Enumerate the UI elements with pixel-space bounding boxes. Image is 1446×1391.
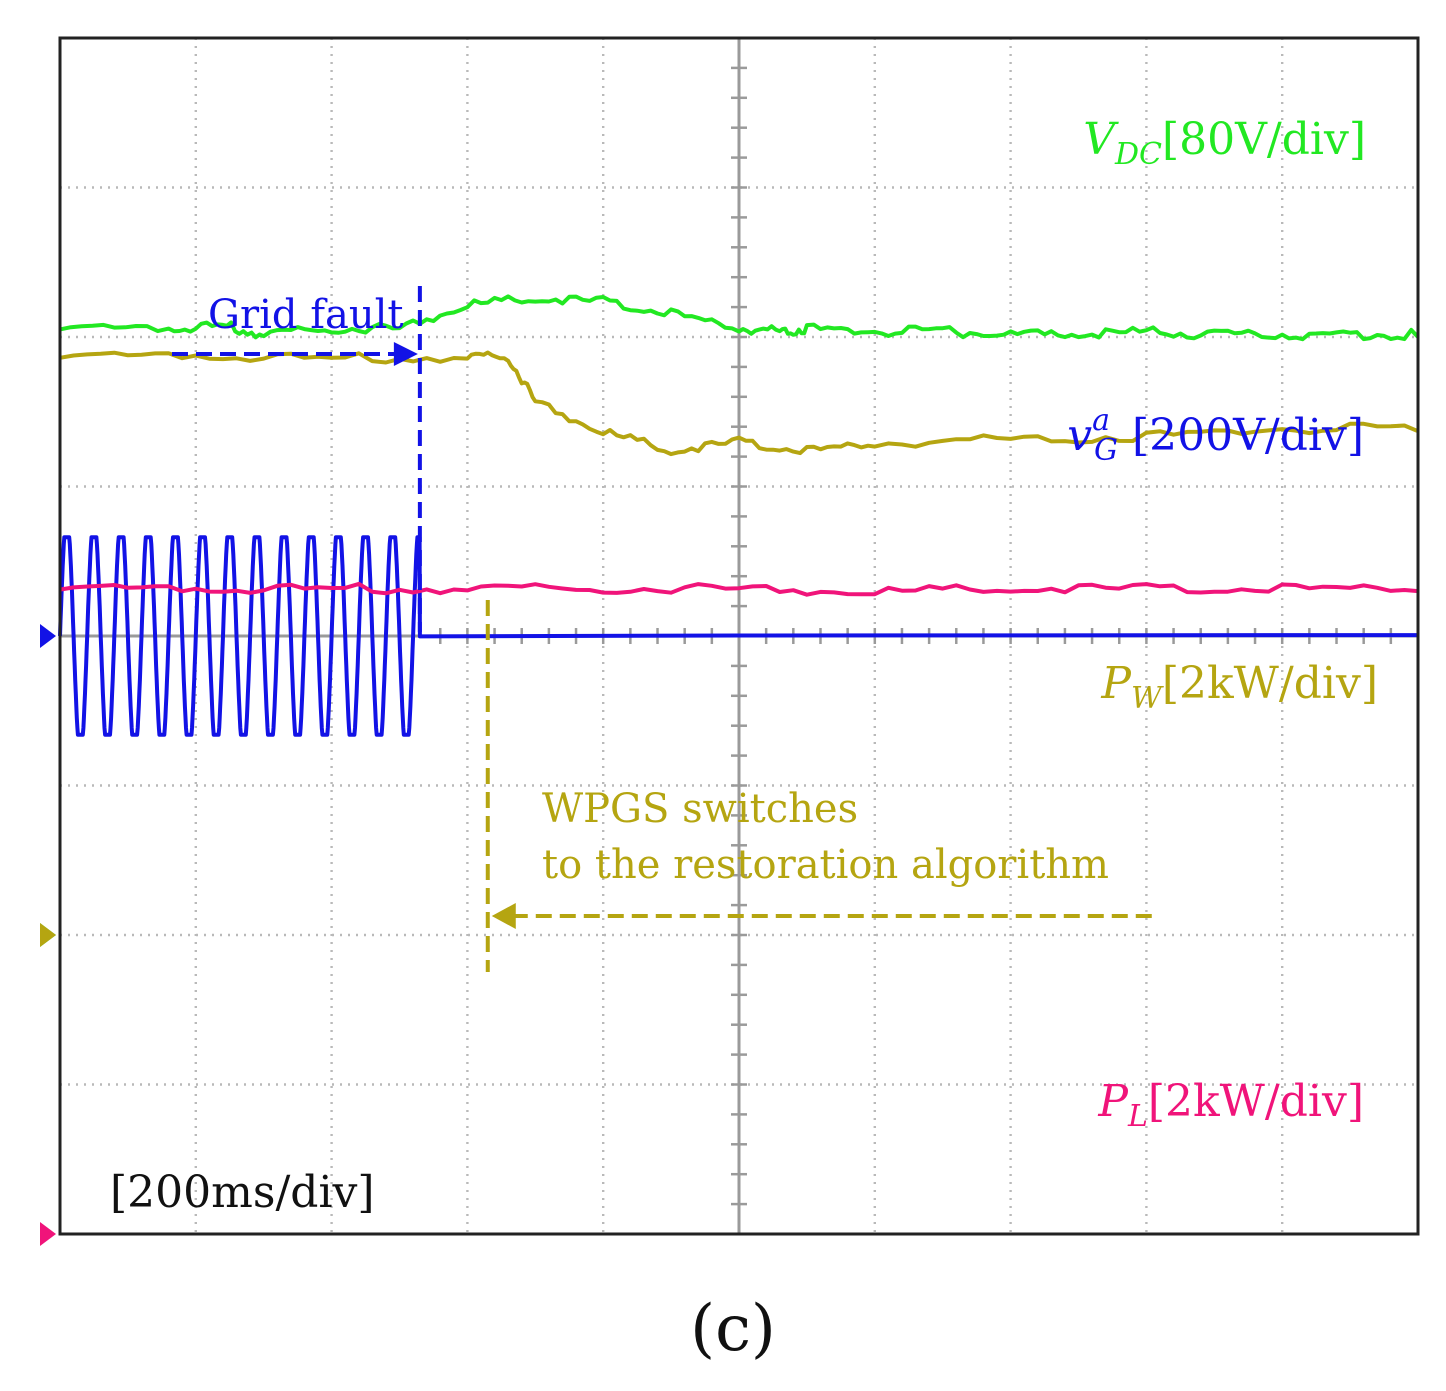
vga-label: va G [200V/div] — [1067, 403, 1364, 468]
pw-trace — [59, 350, 1419, 457]
plot-frame — [58, 36, 1420, 1236]
vdc-label: VDC[80V/div] — [1083, 114, 1366, 172]
wpgs-switch-arrowhead — [491, 903, 516, 929]
vga-trace — [58, 535, 1419, 737]
pl-trace — [59, 581, 1419, 597]
time-scale-label: [200ms/div] — [110, 1167, 375, 1218]
grid-fault-arrowhead — [393, 342, 418, 366]
pl-ground-marker — [40, 1222, 56, 1246]
pw-ground-marker — [40, 923, 56, 947]
trace-layer — [58, 294, 1420, 737]
pl-label: PL[2kW/div] — [1097, 1076, 1364, 1134]
vdc-trace — [59, 294, 1420, 342]
wpgs-switch-label-line1: WPGS switches — [542, 786, 858, 832]
grid-fault-label: Grid fault — [208, 292, 403, 338]
pw-label: PW[2kW/div] — [1100, 658, 1378, 716]
ground-level-markers — [40, 624, 56, 1246]
figure-caption: (c) — [690, 1292, 776, 1366]
vga-ground-marker — [40, 624, 56, 648]
wpgs-switch-label-line2: to the restoration algorithm — [542, 842, 1109, 888]
annotation-layer — [172, 286, 1156, 972]
